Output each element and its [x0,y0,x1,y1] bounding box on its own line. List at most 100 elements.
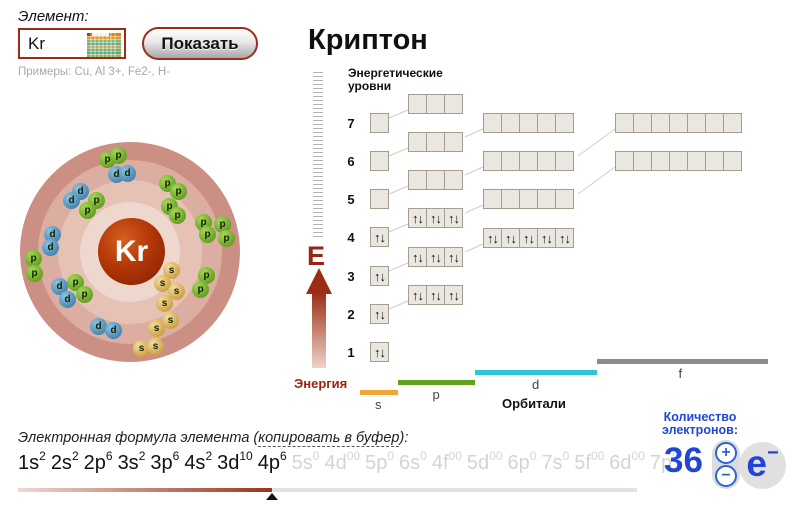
electron-pair-arrows: ↑↓ [374,229,386,245]
electron-p: p [170,183,187,200]
formula-term-6s: 6s0 [399,449,427,474]
orbital-cell-3d: ↑↓ [555,228,574,248]
subshell-6d [483,113,574,133]
orbital-cell-3p: ↑↓ [426,247,445,267]
increment-electrons-button[interactable]: + [715,442,737,464]
energy-axis-arrow-shaft [312,292,326,368]
subshell-1s: ↑↓ [370,342,389,362]
formula-term-2s: 2s2 [50,449,79,474]
orbital-cell-4p: ↑↓ [426,208,445,228]
electron-pair-arrows: ↑↓ [430,210,442,226]
element-input[interactable]: Kr [18,28,126,59]
electron-formula: 1s2 2s2 2p6 3s2 3p6 4s2 3d10 4p6 5s0 4d00 5p0 6s0 4f… [18,449,684,475]
electron-pair-arrows: ↑↓ [374,306,386,322]
legend-bar-s [360,390,398,395]
orbital-cell-5d [555,151,574,171]
legend-bar-d [475,370,597,375]
subshell-6p [408,132,463,152]
orbital-cell-5p [444,170,463,190]
orbital-cell-2p: ↑↓ [408,285,427,305]
nucleus: Kr [98,218,165,285]
level-6-label: 6 [347,154,355,169]
legend-bar-f [597,359,768,364]
electron-s: s [163,262,180,279]
orbital-cell-2s: ↑↓ [370,304,389,324]
orbital-cell-6p [426,132,445,152]
examples-text: Примеры: Cu, Al 3+, Fe2-, H- [18,66,170,78]
orbital-cell-4f [723,151,742,171]
show-button[interactable]: Показать [142,27,258,60]
legend-label-s: s [375,397,382,412]
element-form-label: Элемент: [18,8,89,25]
formula-term-5p: 5p0 [365,449,395,474]
orbital-cell-5f [615,113,634,133]
subshell-7s [370,113,389,133]
subshell-2s: ↑↓ [370,304,389,324]
electron-s: s [154,275,171,292]
orbital-cell-4p: ↑↓ [408,208,427,228]
electron-d: d [90,318,107,335]
electron-pair-arrows: ↑↓ [448,249,460,265]
decrement-electrons-button[interactable]: − [715,465,737,487]
orbital-cell-5f [723,113,742,133]
energy-levels-caption: Энергетические уровни [348,66,443,93]
legend-label-d: d [532,377,540,392]
orbital-cell-5f [687,113,706,133]
orbital-cell-4f [633,151,652,171]
electron-pair-arrows: ↑↓ [430,287,442,303]
legend-label-f: f [678,366,683,381]
orbital-cell-5d [519,151,538,171]
nucleus-symbol: Kr [114,234,149,268]
formula-caption: Электронная формула элемента (копировать… [18,430,409,447]
electron-symbol-badge: e − [739,442,786,489]
electron-d: d [42,239,59,256]
electron-pair-arrows: ↑↓ [541,230,553,246]
orbital-cell-7p [426,94,445,114]
energy-axis-letter: E [307,241,326,271]
level-5-label: 5 [347,192,355,207]
legend-label-p: p [432,387,440,402]
periodic-table-icon[interactable] [87,33,121,57]
electron-pair-arrows: ↑↓ [412,210,424,226]
subshell-7p [408,94,463,114]
orbital-cell-5d [537,151,556,171]
orbital-cell-3d: ↑↓ [519,228,538,248]
electron-pair-arrows: ↑↓ [505,230,517,246]
orbital-cell-3d: ↑↓ [537,228,556,248]
electron-s: s [156,295,173,312]
orbital-cell-2p: ↑↓ [426,285,445,305]
orbital-cell-6p [408,132,427,152]
subshell-2p: ↑↓ ↑↓ ↑↓ [408,285,463,305]
formula-term-7p: 7p0 [649,449,679,474]
orbital-cell-4d [555,189,574,209]
electron-pair-arrows: ↑↓ [412,249,424,265]
copy-to-clipboard-link[interactable]: копировать в буфер [258,430,400,447]
electron-s: s [162,312,179,329]
orbital-cell-4f [651,151,670,171]
electron-d: d [51,278,68,295]
orbital-cell-7s [370,113,389,133]
legend-bar-p [398,380,475,385]
orbital-cell-4p: ↑↓ [444,208,463,228]
orbital-cell-6d [519,113,538,133]
electron-d: d [59,291,76,308]
electron-p: p [79,202,96,219]
formula-term-6d: 6d00 [609,449,645,474]
formula-term-3s: 3s2 [117,449,146,474]
electron-count-label: Количество электронов: [661,410,738,437]
electron-p: p [218,230,235,247]
orbital-cell-5p [408,170,427,190]
orbital-cell-3d: ↑↓ [483,228,502,248]
formula-progress-marker-icon [266,493,278,500]
orbital-cell-4d [483,189,502,209]
electron-pair-arrows: ↑↓ [559,230,571,246]
orbital-cell-4d [501,189,520,209]
formula-progress-track [18,488,637,492]
orbital-cell-6d [501,113,520,133]
formula-term-2p: 2p6 [83,449,113,474]
orbital-cell-5s [370,189,389,209]
orbital-cell-5f [705,113,724,133]
formula-progress-fill [18,488,272,492]
formula-term-3p: 3p6 [150,449,180,474]
electron-count-spinner: + − [712,440,740,489]
